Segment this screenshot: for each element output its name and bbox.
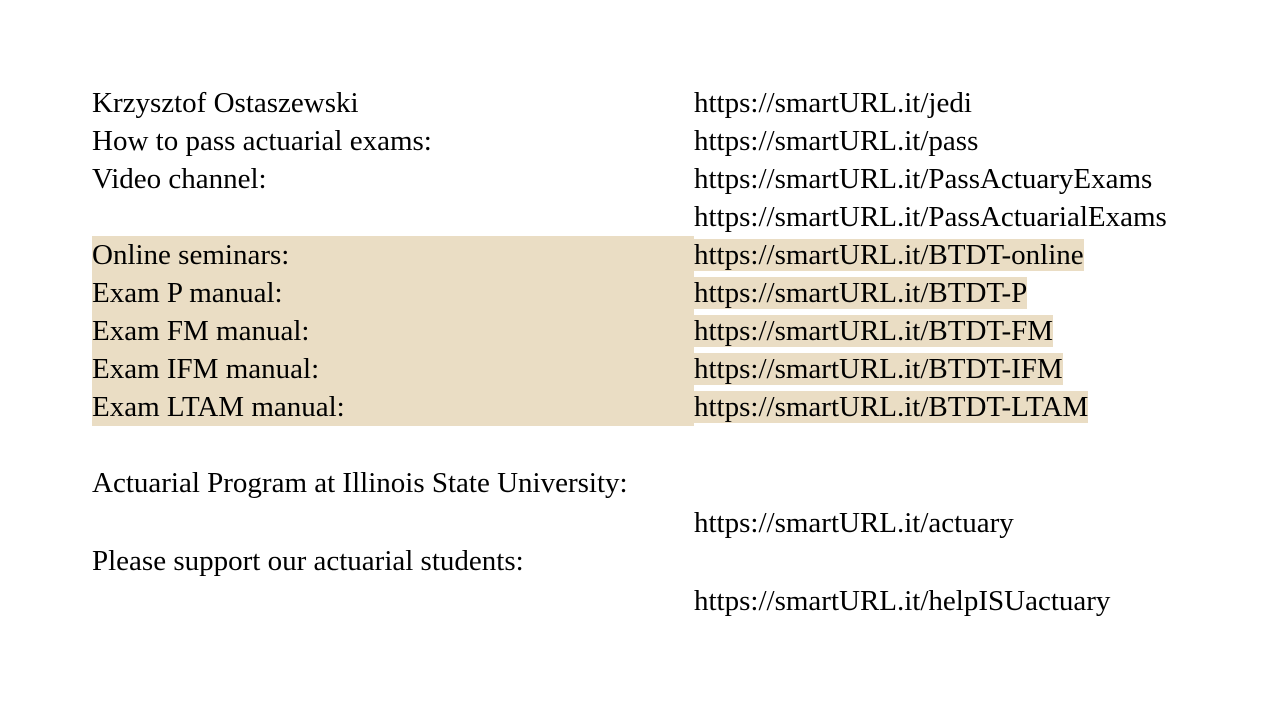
url-pass-actuarial: https://smartURL.it/PassActuarialExams <box>694 198 1167 236</box>
url-btdt-online: https://smartURL.it/BTDT-online <box>694 239 1084 271</box>
info-row: Exam IFM manual: https://smartURL.it/BTD… <box>92 350 1192 388</box>
info-row: Online seminars: https://smartURL.it/BTD… <box>92 236 1192 274</box>
label-exam-p: Exam P manual: <box>92 274 694 312</box>
label-online-seminars: Online seminars: <box>92 236 694 274</box>
author-name: Krzysztof Ostaszewski <box>92 84 359 122</box>
label-video-channel: Video channel: <box>92 160 267 198</box>
info-row: Video channel: https://smartURL.it/PassA… <box>92 160 1192 198</box>
url-btdt-ltam: https://smartURL.it/BTDT-LTAM <box>694 391 1088 423</box>
info-row: Exam FM manual: https://smartURL.it/BTDT… <box>92 312 1192 350</box>
info-row: Exam P manual: https://smartURL.it/BTDT-… <box>92 274 1192 312</box>
url-btdt-p: https://smartURL.it/BTDT-P <box>694 277 1027 309</box>
label-how-to-pass: How to pass actuarial exams: <box>92 122 432 160</box>
url-pass: https://smartURL.it/pass <box>694 122 978 160</box>
url-btdt-fm: https://smartURL.it/BTDT-FM <box>694 315 1053 347</box>
info-row: How to pass actuarial exams: https://sma… <box>92 122 1192 160</box>
url-pass-actuary: https://smartURL.it/PassActuaryExams <box>694 160 1152 198</box>
label-exam-ltam: Exam LTAM manual: <box>92 388 694 426</box>
info-row: https://smartURL.it/PassActuarialExams <box>92 198 1192 236</box>
label-support-students: Please support our actuarial students: <box>92 542 524 580</box>
info-row: Krzysztof Ostaszewski https://smartURL.i… <box>92 84 1192 122</box>
info-row: https://smartURL.it/actuary <box>92 504 1192 542</box>
label-isu-program: Actuarial Program at Illinois State Univ… <box>92 464 628 502</box>
info-row: https://smartURL.it/helpISUactuary <box>92 582 1192 620</box>
info-row: Actuarial Program at Illinois State Univ… <box>92 464 1192 502</box>
label-exam-ifm: Exam IFM manual: <box>92 350 694 388</box>
url-btdt-ifm: https://smartURL.it/BTDT-IFM <box>694 353 1063 385</box>
url-jedi: https://smartURL.it/jedi <box>694 84 972 122</box>
url-actuary: https://smartURL.it/actuary <box>694 504 1014 542</box>
page: Krzysztof Ostaszewski https://smartURL.i… <box>0 0 1280 720</box>
label-exam-fm: Exam FM manual: <box>92 312 694 350</box>
url-help-isu: https://smartURL.it/helpISUactuary <box>694 582 1110 620</box>
info-row: Exam LTAM manual: https://smartURL.it/BT… <box>92 388 1192 426</box>
info-row: Please support our actuarial students: <box>92 542 1192 580</box>
